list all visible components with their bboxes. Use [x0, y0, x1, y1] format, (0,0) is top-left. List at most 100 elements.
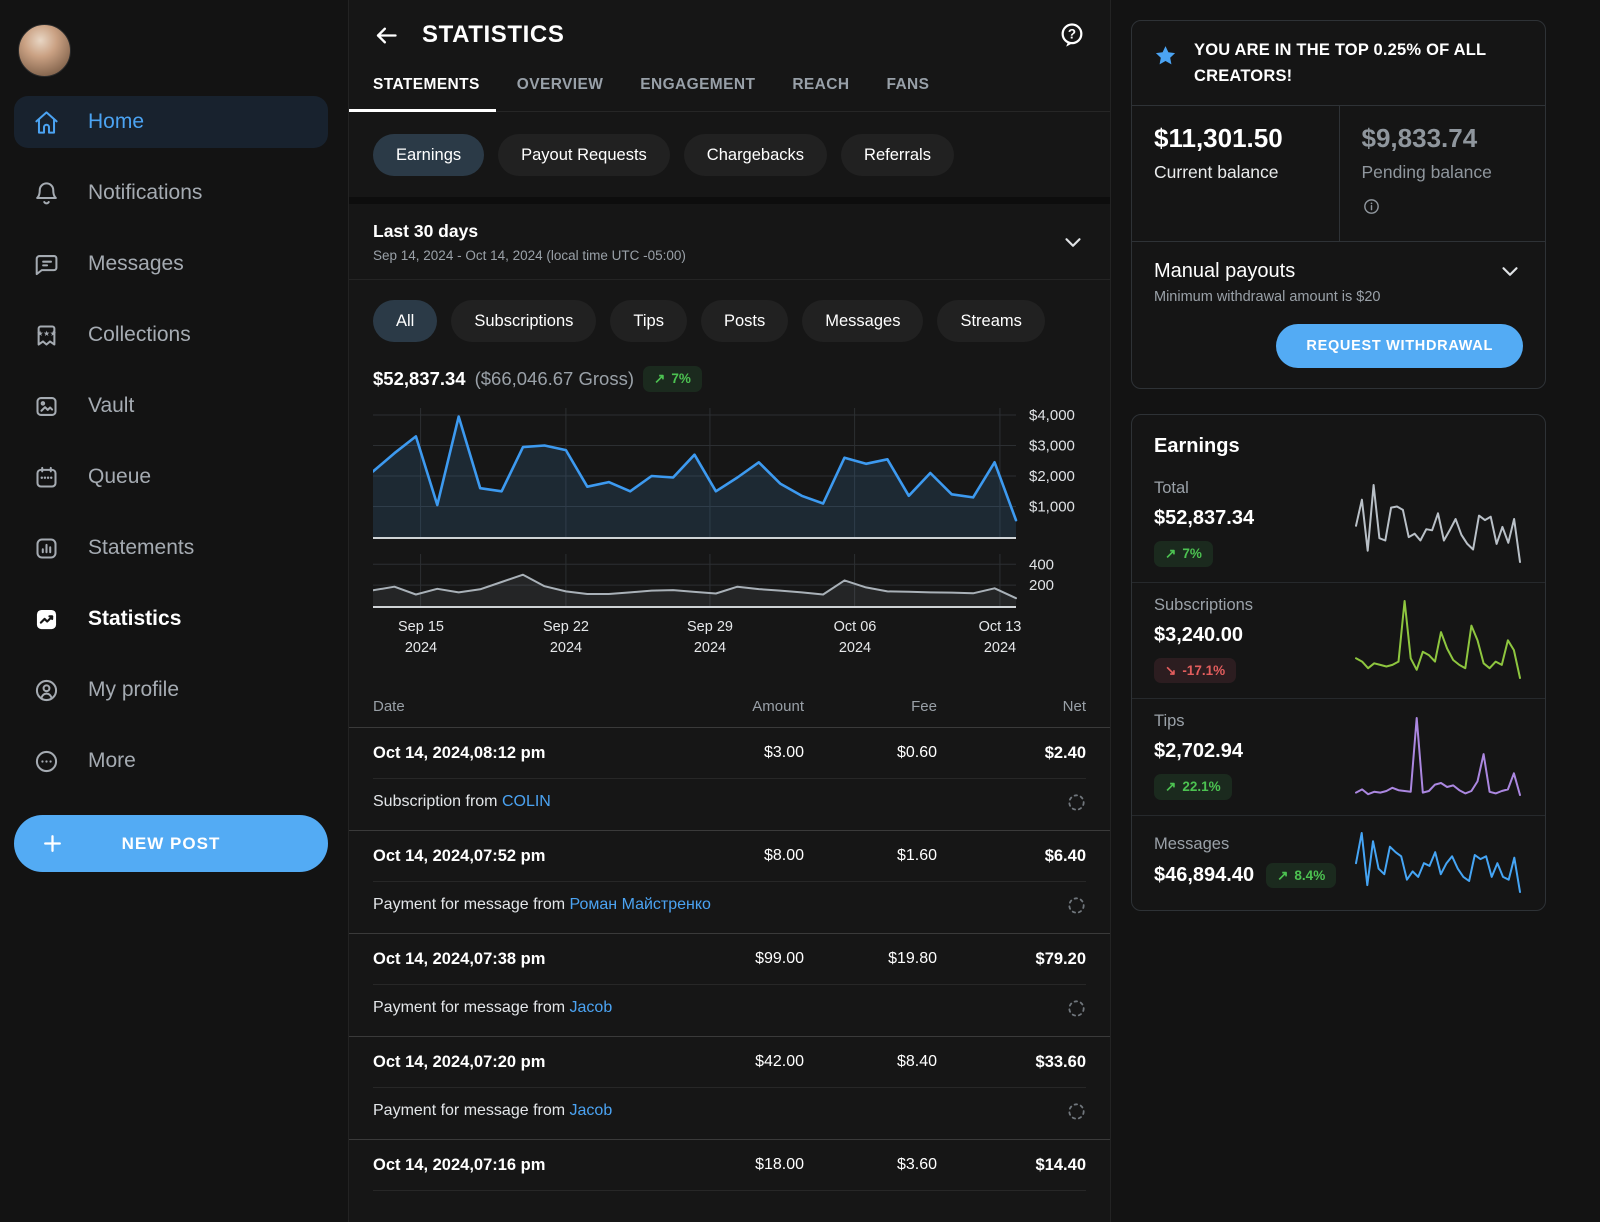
table-row: Oct 14, 2024,07:20 pm $42.00 $8.40 $33.60 Pa… [349, 1035, 1110, 1139]
avatar[interactable] [18, 24, 71, 77]
sidebar-item-label: Statements [88, 536, 195, 559]
pending-balance-value: $9,833.74 [1361, 123, 1478, 154]
current-balance: $11,301.50 Current balance [1132, 106, 1339, 241]
tab-overview[interactable]: OVERVIEW [516, 76, 604, 93]
date-range-detail: Sep 14, 2024 - Oct 14, 2024 (local time … [373, 248, 686, 263]
back-arrow-icon[interactable] [373, 22, 400, 49]
chip-type-messages[interactable]: Messages [802, 300, 924, 342]
trend-value: 8.4% [1294, 867, 1326, 883]
x-tick-year: 2024 [693, 640, 727, 657]
home-icon [31, 107, 61, 137]
trend-arrow: ↗ [654, 371, 666, 386]
sidebar-item-home[interactable]: Home [14, 96, 328, 148]
plus-icon [40, 831, 65, 856]
top-creator-text: YOU ARE IN THE TOP 0.25% OF ALL CREATORS… [1194, 41, 1486, 85]
statements-icon [31, 533, 61, 563]
pending-balance-label: Pending balance [1361, 162, 1492, 183]
chip-type-subscriptions[interactable]: Subscriptions [451, 300, 597, 342]
svg-text:$4,000: $4,000 [1029, 407, 1075, 424]
transaction-net: $6.40 [1044, 846, 1086, 865]
chip-earnings[interactable]: Earnings [373, 134, 485, 176]
transaction-fee: $8.40 [896, 1053, 937, 1070]
description-text: Payment for message from [373, 896, 570, 913]
earnings-row-label: Total [1154, 479, 1189, 498]
earnings-row-value-row: $46,894.40 ↗ 8.4% [1154, 862, 1337, 889]
transaction-description: Subscription from COLIN [373, 793, 551, 811]
more-icon [31, 746, 61, 776]
date-range-selector[interactable]: Last 30 days Sep 14, 2024 - Oct 14, 2024… [349, 204, 1110, 280]
x-tick-year: 2024 [983, 640, 1017, 657]
trend-value: 7% [671, 371, 691, 386]
transaction-amount: $3.00 [763, 744, 804, 761]
transaction-date: Oct 14, 2024,08:12 pm [373, 743, 546, 762]
x-tick-label: Sep 22 2024 [543, 617, 589, 661]
transaction-description: Payment for message from Роман Майстренк… [373, 896, 711, 914]
fan-link[interactable]: Jacob [569, 1102, 613, 1119]
fan-link[interactable]: COLIN [501, 793, 551, 810]
svg-text:$1,000: $1,000 [1029, 498, 1075, 515]
transaction-net: $2.40 [1044, 743, 1086, 762]
tab-fans[interactable]: FANS [886, 76, 930, 93]
tab-reach[interactable]: REACH [792, 76, 850, 93]
tab-engagement[interactable]: ENGAGEMENT [640, 76, 756, 93]
trend-badge: ↗ 8.4% [1266, 862, 1337, 889]
info-icon[interactable] [1362, 197, 1381, 216]
fan-link[interactable]: Роман Майстренко [569, 896, 711, 913]
chip-chargebacks[interactable]: Chargebacks [683, 134, 828, 176]
transaction-amount: $18.00 [755, 1156, 804, 1173]
new-post-label: NEW POST [121, 833, 221, 853]
star-icon [1154, 44, 1177, 89]
balance-card: YOU ARE IN THE TOP 0.25% OF ALL CREATORS… [1131, 20, 1546, 390]
trend-arrow: ↗ [1277, 867, 1289, 883]
fan-link[interactable]: Jacob [569, 999, 613, 1016]
current-balance-value: $11,301.50 [1154, 123, 1283, 154]
minimum-withdrawal-note: Minimum withdrawal amount is $20 [1154, 289, 1381, 306]
new-post-button[interactable]: NEW POST [14, 815, 328, 872]
earnings-chart: $4,000 $3,000 $2,000 $1,000 400 200 Sep 15 20… [373, 404, 1086, 659]
transaction-fee: $1.60 [896, 847, 937, 864]
section-divider [349, 197, 1110, 204]
x-tick-date: Sep 15 [398, 618, 444, 635]
chip-payout-requests[interactable]: Payout Requests [498, 134, 670, 176]
earnings-row-info: Tips $2,702.94 ↗ 22.1% [1154, 712, 1243, 800]
request-withdrawal-button[interactable]: REQUEST WITHDRAWAL [1276, 324, 1523, 369]
sidebar-item-notifications[interactable]: Notifications [14, 167, 328, 219]
svg-text:?: ? [1068, 27, 1076, 42]
chip-type-tips[interactable]: Tips [610, 300, 687, 342]
sidebar-item-label: Vault [88, 394, 135, 417]
trend-value: -17.1% [1182, 662, 1226, 678]
table-row: Oct 14, 2024,07:16 pm $18.00 $3.60 $14.40 [349, 1138, 1110, 1191]
chip-type-posts[interactable]: Posts [700, 300, 789, 342]
sidebar-item-label: Messages [88, 252, 184, 275]
row-divider [373, 880, 1086, 882]
x-tick-label: Sep 29 2024 [687, 617, 733, 661]
sidebar-item-collections[interactable]: ★★★ Collections [14, 309, 328, 361]
sidebar-item-vault[interactable]: Vault [14, 380, 328, 432]
help-icon[interactable]: ? [1058, 21, 1086, 49]
chevron-down-icon[interactable] [1497, 258, 1523, 284]
svg-text:400: 400 [1029, 556, 1054, 573]
sidebar-item-statistics[interactable]: Statistics [14, 593, 328, 645]
chip-referrals[interactable]: Referrals [841, 134, 954, 176]
earnings-row-subscriptions: Subscriptions $3,240.00 ↘ -17.1% [1132, 583, 1545, 700]
statistics-icon [31, 604, 61, 634]
chip-type-streams[interactable]: Streams [937, 300, 1045, 342]
transaction-amount: $99.00 [755, 950, 804, 967]
profile-icon [31, 675, 61, 705]
sidebar-item-queue[interactable]: Queue [14, 451, 328, 503]
description-text: Subscription from [373, 793, 502, 810]
manual-payouts-title: Manual payouts [1154, 259, 1296, 282]
statistics-tabs: STATEMENTS OVERVIEW ENGAGEMENT REACH FANS [349, 57, 1110, 112]
tab-statements[interactable]: STATEMENTS [349, 57, 496, 112]
sidebar-item-more[interactable]: More [14, 735, 328, 787]
x-tick-label: Sep 15 2024 [398, 617, 444, 661]
sidebar-item-statements[interactable]: Statements [14, 522, 328, 574]
statistics-panel: STATISTICS ? STATEMENTS OVERVIEW ENGAGEMEN… [348, 0, 1111, 1222]
message-icon [31, 249, 61, 279]
sidebar-item-messages[interactable]: Messages [14, 238, 328, 290]
sidebar-item-my-profile[interactable]: My profile [14, 664, 328, 716]
transaction-fee: $19.80 [888, 950, 937, 967]
total-gross-amount: ($66,046.67 Gross) [474, 367, 634, 389]
chevron-down-icon[interactable] [1060, 229, 1086, 255]
chip-type-all[interactable]: All [373, 300, 438, 342]
